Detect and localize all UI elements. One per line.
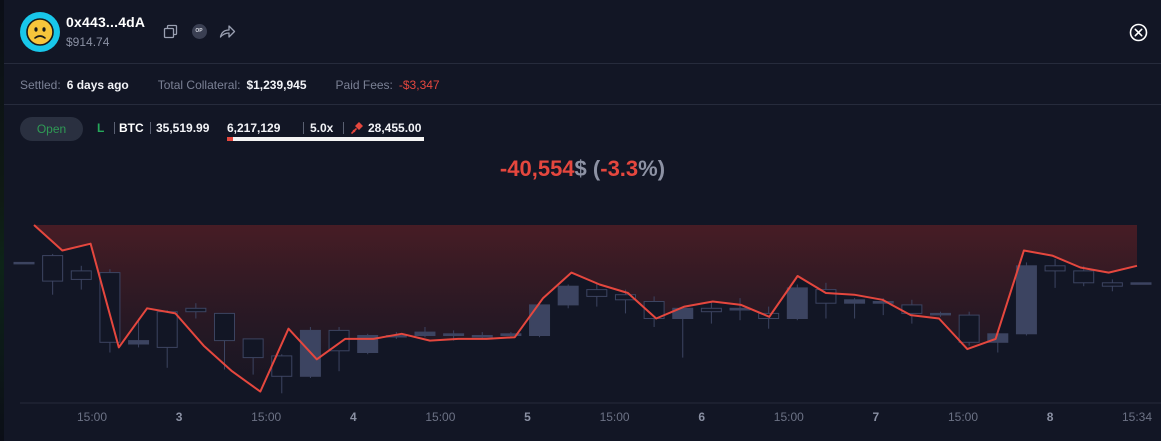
- pnl-chart: 15:00 3 15:00 4 15:00 5 15:00 6 15:00 7 15:00 8 15:3…: [13, 224, 1161, 424]
- x-tick-label: 7: [873, 410, 880, 424]
- settled-label: Settled:: [20, 78, 61, 92]
- candle-body: [443, 333, 465, 336]
- candle-body: [1130, 282, 1152, 285]
- pnl-line: [33, 224, 1138, 393]
- leverage: 5.0x: [310, 121, 334, 135]
- separator: [343, 122, 344, 134]
- candle-body: [1044, 265, 1066, 272]
- window-edge: [0, 0, 4, 441]
- x-tick-label: 15:00: [425, 410, 455, 424]
- candle-body: [500, 333, 522, 336]
- wallet-balance: $914.74: [66, 35, 110, 49]
- x-tick-label: 6: [698, 410, 705, 424]
- candle-body: [872, 301, 894, 304]
- close-icon[interactable]: [1129, 23, 1148, 42]
- copy-icon[interactable]: [161, 22, 179, 40]
- x-tick-label: 15:00: [774, 410, 804, 424]
- candle-body: [614, 294, 636, 301]
- candle-body: [1101, 282, 1123, 287]
- x-tick-label: 5: [524, 410, 531, 424]
- candle-body: [1015, 265, 1037, 335]
- x-tick-label: 3: [176, 410, 183, 424]
- candle-body: [786, 287, 808, 319]
- share-icon[interactable]: [218, 22, 236, 40]
- liquidation-bar-fill: [227, 137, 233, 141]
- status-button[interactable]: Open: [20, 117, 83, 141]
- candle-body: [557, 285, 579, 306]
- candle-body: [156, 311, 178, 348]
- x-tick-label: 8: [1047, 410, 1054, 424]
- liquidation-price: 28,455.00: [368, 121, 422, 135]
- candle-body: [414, 331, 436, 337]
- position-panel: 0x443...4dA $914.74 OP Settled: 6 days ag…: [4, 0, 1161, 441]
- header-divider: [4, 63, 1161, 64]
- position-size: 6,217,129: [227, 121, 281, 135]
- candle-body: [844, 299, 866, 304]
- candle-body: [471, 335, 493, 338]
- stats-divider: [4, 104, 1161, 105]
- candle-body: [586, 289, 608, 297]
- candle-body: [185, 307, 207, 313]
- x-tick-label: 15:00: [251, 410, 281, 424]
- liquidation-bar: [227, 137, 424, 141]
- op-badge-icon[interactable]: OP: [190, 22, 208, 40]
- candle-body: [643, 301, 665, 319]
- asset-symbol: BTC: [119, 121, 144, 135]
- pnl-percent: -3.3: [600, 156, 639, 181]
- op-badge-label: OP: [191, 23, 207, 39]
- candle-body: [99, 272, 121, 343]
- x-tick-label: 4: [350, 410, 357, 424]
- separator: [114, 122, 115, 134]
- candle-body: [70, 270, 92, 280]
- collateral-label: Total Collateral:: [157, 78, 241, 92]
- pnl-amount: -40,554: [499, 156, 575, 181]
- separator: [303, 122, 304, 134]
- worried-face-icon: [26, 18, 54, 46]
- candle-body: [213, 312, 235, 342]
- pnl-percent-open: (: [592, 156, 601, 181]
- pnl-currency: $: [574, 156, 587, 181]
- fees-label: Paid Fees:: [335, 78, 393, 92]
- pnl-display: -40,554$ (-3.3%): [4, 156, 1161, 182]
- candle-body: [42, 255, 64, 282]
- wallet-address[interactable]: 0x443...4dA: [66, 14, 146, 30]
- avatar: [20, 12, 60, 52]
- candle-body: [729, 307, 751, 311]
- x-tick-label: 15:34: [1122, 410, 1152, 424]
- candle-body: [901, 304, 923, 314]
- liquidation-icon: [351, 122, 363, 134]
- fees-value: -$3,347: [398, 78, 440, 92]
- pnl-percent-close: %): [638, 156, 666, 181]
- candle-body: [242, 338, 264, 359]
- stats-row: Settled: 6 days ago Total Collateral: $1,2…: [20, 78, 469, 92]
- entry-price: 35,519.99: [156, 121, 210, 135]
- x-tick-label: 15:00: [77, 410, 107, 424]
- candle-body: [700, 307, 722, 313]
- collateral-value: $1,239,945: [246, 78, 307, 92]
- candle-body: [930, 312, 952, 316]
- separator: [150, 122, 151, 134]
- x-tick-label: 15:00: [600, 410, 630, 424]
- candle-body: [958, 314, 980, 343]
- candle-body: [13, 261, 35, 265]
- candle-body: [128, 340, 150, 345]
- settled-value: 6 days ago: [66, 78, 129, 92]
- candle-body: [1073, 270, 1095, 284]
- x-tick-label: 15:00: [948, 410, 978, 424]
- candle-body: [529, 304, 551, 336]
- side-indicator: L: [97, 121, 105, 135]
- candle-body: [815, 289, 837, 304]
